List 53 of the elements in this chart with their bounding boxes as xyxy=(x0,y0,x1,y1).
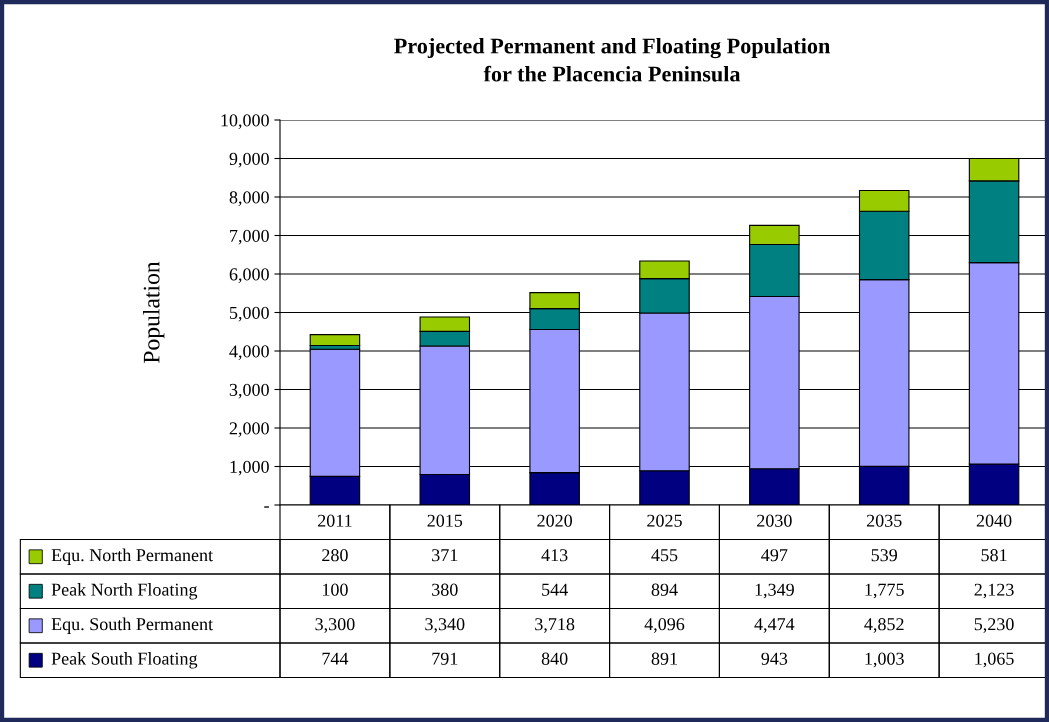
x-tick-label: 2011 xyxy=(318,514,352,527)
data-label: 539 xyxy=(871,549,898,562)
data-label: 497 xyxy=(761,549,788,562)
data-label: 943 xyxy=(761,652,788,665)
y-tick-label: 9,000 xyxy=(229,152,269,168)
legend-label: Equ. South Permanent xyxy=(51,617,213,634)
data-label: 380 xyxy=(432,583,458,596)
y-tick-label: 1,000 xyxy=(230,460,269,476)
data-label: 280 xyxy=(322,549,348,562)
data-label: 4,474 xyxy=(754,618,795,633)
y-tick-label: 6,000 xyxy=(229,268,269,284)
y-axis-title: Population xyxy=(142,261,165,363)
y-tick-label: 7,000 xyxy=(230,229,269,245)
chart-title: Projected Permanent and Floating Population for the Placencia Peninsula xyxy=(394,37,831,82)
x-tick-label: 2040 xyxy=(976,514,1012,527)
data-label: 371 xyxy=(432,549,458,562)
y-tick-label: 4,000 xyxy=(229,345,269,361)
bar xyxy=(309,334,361,347)
y-tick-label: 5,000 xyxy=(230,306,269,322)
x-tick-label: 2025 xyxy=(647,514,682,527)
data-label: 1,065 xyxy=(975,652,1014,668)
x-tick-label: 2015 xyxy=(427,514,463,527)
data-label: 544 xyxy=(542,583,568,596)
data-label: 744 xyxy=(322,652,349,665)
y-tick-label: 3,000 xyxy=(229,383,269,399)
data-label: 3,340 xyxy=(425,618,465,633)
data-label: 3,718 xyxy=(535,618,575,633)
legend-label: Peak South Floating xyxy=(51,652,198,669)
data-label: 100 xyxy=(322,583,348,596)
y-tick-label: 10,000 xyxy=(221,114,269,130)
data-label: 4,096 xyxy=(644,618,685,633)
data-label: 3,300 xyxy=(315,618,355,633)
data-label: 894 xyxy=(651,583,678,596)
y-tick-label: 2,000 xyxy=(229,422,269,438)
data-label: 455 xyxy=(651,549,678,562)
data-label: 891 xyxy=(651,652,677,665)
x-tick-label: 2035 xyxy=(866,514,902,527)
legend-label: Peak North Floating xyxy=(51,583,198,600)
data-label: 5,230 xyxy=(974,618,1014,633)
y-tick-label: 8,000 xyxy=(229,191,269,207)
legend-label: Equ. North Permanent xyxy=(51,548,213,565)
data-label: 581 xyxy=(981,549,1007,562)
data-label: 1,003 xyxy=(865,652,904,668)
data-label: 1,349 xyxy=(755,583,794,599)
data-label: 413 xyxy=(541,549,568,562)
data-label: 1,775 xyxy=(865,583,904,599)
x-tick-label: 2020 xyxy=(537,514,573,527)
data-label: 791 xyxy=(432,652,458,665)
y-tick-label: - xyxy=(264,506,269,508)
data-label: 840 xyxy=(541,652,568,665)
data-label: 2,123 xyxy=(974,583,1014,599)
x-tick-label: 2030 xyxy=(757,514,792,527)
data-label: 4,852 xyxy=(864,618,904,633)
